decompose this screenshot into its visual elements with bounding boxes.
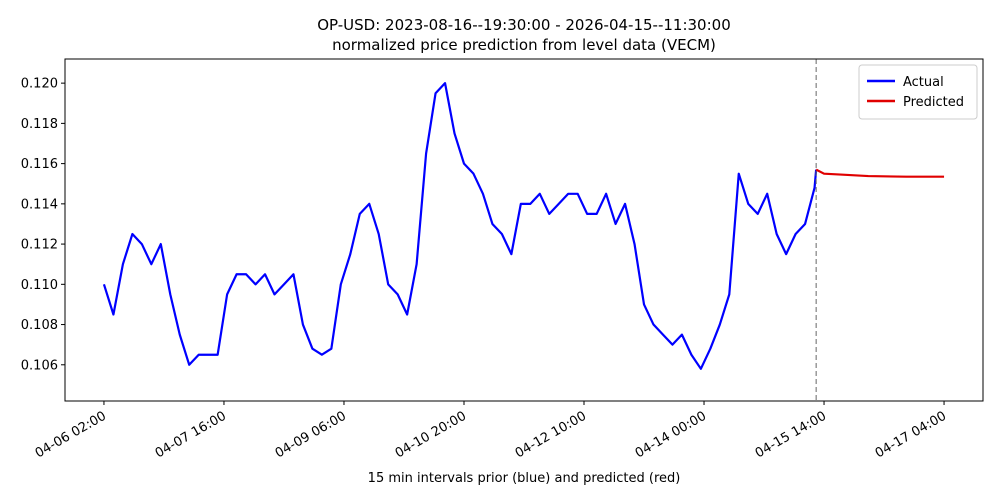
y-tick-label: 0.106 bbox=[21, 358, 58, 373]
chart-title: OP-USD: 2023-08-16--19:30:00 - 2026-04-1… bbox=[317, 16, 731, 34]
legend-box bbox=[858, 64, 978, 120]
y-tick-label: 0.108 bbox=[21, 318, 58, 333]
y-tick-label: 0.114 bbox=[21, 197, 58, 212]
series-line bbox=[815, 168, 945, 178]
y-tick-label: 0.112 bbox=[21, 238, 58, 253]
legend-label: Predicted bbox=[903, 95, 964, 110]
legend-label: Actual bbox=[903, 75, 944, 90]
y-tick-label: 0.120 bbox=[21, 77, 58, 92]
y-tick-label: 0.116 bbox=[21, 157, 58, 172]
chart-subtitle: normalized price prediction from level d… bbox=[332, 36, 716, 54]
series-line bbox=[102, 82, 818, 370]
plot-frame bbox=[64, 58, 984, 402]
y-tick-label: 0.110 bbox=[21, 278, 58, 293]
y-tick-label: 0.118 bbox=[21, 117, 58, 132]
legend: Actual Predicted bbox=[858, 64, 978, 120]
x-axis-label: 15 min intervals prior (blue) and predic… bbox=[368, 471, 681, 486]
